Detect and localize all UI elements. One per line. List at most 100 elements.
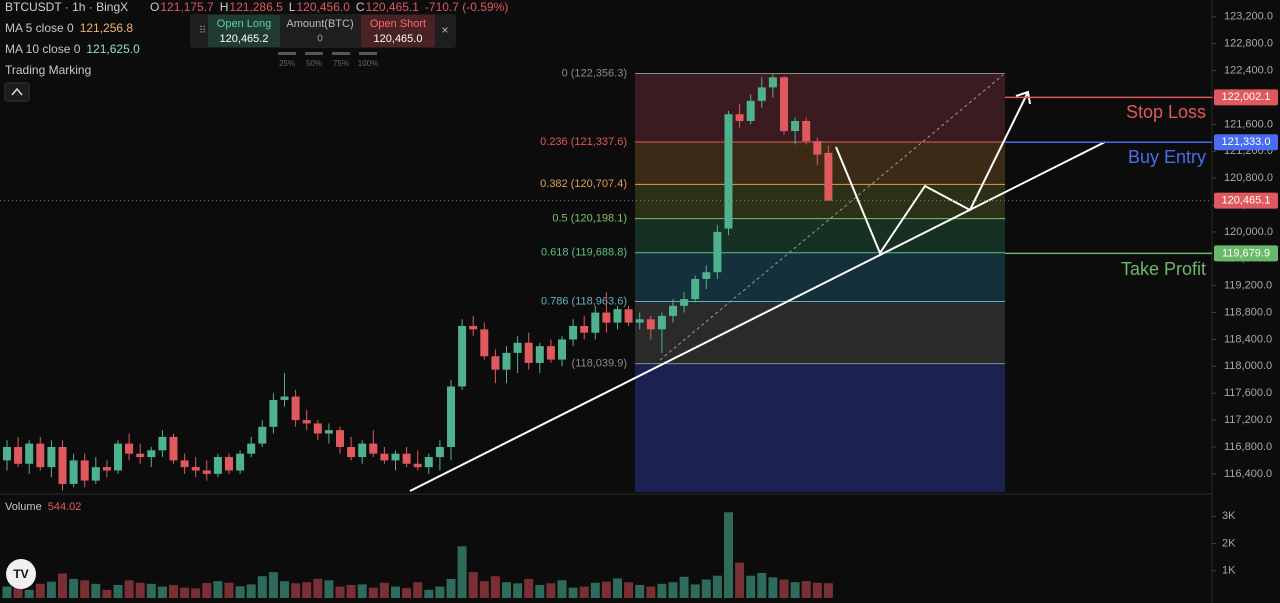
candle-body	[380, 453, 389, 461]
volume-bar	[746, 575, 756, 598]
price-annotation: Buy Entry	[1128, 147, 1206, 167]
fib-label: 0 (122,356.3)	[562, 67, 627, 79]
order-panel: ⠿ Open Long 120,465.2 Amount(BTC) 0 Open…	[190, 14, 456, 48]
y-tick-label: 117,200.0	[1224, 414, 1272, 426]
percent-bar[interactable]	[359, 52, 377, 55]
candle-body	[613, 309, 622, 323]
candle-body	[3, 446, 11, 461]
candle-body	[136, 453, 145, 458]
ohlc-value: 121,175.7	[160, 0, 214, 14]
candle-body	[713, 231, 722, 273]
candle-body	[702, 272, 711, 279]
volume-bar	[490, 576, 500, 598]
price-badge-label: 120,465.1	[1222, 195, 1271, 207]
volume-bar	[202, 583, 212, 598]
candle-body	[802, 120, 811, 142]
percent-bar[interactable]	[305, 52, 323, 55]
volume-bar	[468, 572, 478, 598]
volume-label: Volume	[5, 501, 42, 513]
volume-bar	[235, 586, 245, 598]
volume-bar	[479, 581, 489, 598]
volume-pane: 3K 2K 1K Volume 544.02	[2, 501, 1236, 598]
candle-body	[680, 299, 689, 306]
volume-bar	[368, 587, 378, 598]
candle-body	[158, 436, 167, 451]
volume-bar	[291, 583, 301, 598]
candle-body	[147, 450, 156, 458]
candle-body	[36, 443, 45, 468]
volume-bar	[801, 581, 811, 598]
candle-body	[513, 342, 522, 353]
volume-bar	[568, 587, 578, 598]
volume-bar	[413, 582, 423, 598]
volume-bar	[424, 589, 434, 598]
close-button[interactable]: ×	[441, 23, 448, 37]
tv-logo	[6, 559, 36, 589]
indicator-value: 121,256.8	[80, 21, 134, 35]
volume-bar	[35, 583, 45, 598]
volume-bar	[590, 582, 600, 598]
open-long-button[interactable]	[208, 15, 280, 47]
volume-bar	[402, 588, 412, 598]
fib-label: 0.382 (120,707.4)	[540, 178, 627, 190]
amount-input[interactable]: 0	[317, 34, 323, 45]
price-annotation: Stop Loss	[1126, 102, 1206, 122]
volume-bar	[46, 581, 56, 598]
ohlc-value: 121,286.5	[229, 0, 283, 14]
candle-body	[491, 356, 500, 370]
volume-bar	[679, 576, 689, 598]
y-tick-label: 118,800.0	[1224, 306, 1272, 318]
candle-body	[47, 446, 56, 468]
fib-label: 0.618 (119,688.8)	[541, 247, 627, 259]
volume-bar	[391, 586, 400, 598]
candle-body	[757, 87, 766, 101]
fib-label: 0.786 (118,963.6)	[541, 295, 627, 307]
candle-body	[280, 396, 289, 400]
percent-bar[interactable]	[278, 52, 296, 55]
candle-body	[635, 319, 644, 323]
ohlc-value: 120,456.0	[296, 0, 350, 14]
volume-bar	[157, 586, 167, 598]
volume-bar	[313, 578, 323, 598]
indicator-value: 121,625.0	[86, 42, 140, 56]
candle-body	[413, 463, 422, 468]
candle-body	[180, 460, 189, 468]
volume-bar	[324, 580, 334, 598]
volume-bar	[13, 587, 23, 598]
candle-body	[602, 312, 611, 323]
fib-band	[635, 301, 1005, 364]
candle-body	[213, 457, 222, 474]
volume-bar	[579, 586, 589, 598]
collapse-button[interactable]	[4, 82, 30, 102]
open-long-label: Open Long	[217, 18, 271, 30]
percent-bar[interactable]	[332, 52, 350, 55]
ohlc-key: H	[220, 0, 229, 14]
tv-logo-mark: TV	[13, 567, 28, 581]
candle-body	[358, 443, 367, 458]
fib-band	[635, 363, 1005, 492]
candle-body	[735, 114, 744, 121]
volume-bar	[601, 581, 611, 598]
candle-body	[524, 342, 533, 363]
candle-body	[336, 430, 344, 447]
volume-bar	[513, 583, 523, 598]
volume-bar	[180, 587, 190, 598]
volume-bar	[646, 586, 656, 598]
y-tick-label: 119,200.0	[1224, 280, 1272, 292]
open-short-button[interactable]	[361, 15, 435, 47]
candles	[3, 73, 833, 491]
fib-label: (118,039.9)	[572, 358, 627, 370]
candle-body	[258, 426, 267, 444]
candle-body	[813, 141, 822, 155]
percent-label: 75%	[333, 59, 349, 68]
volume-bar	[2, 586, 12, 598]
ohlc-key: C	[356, 0, 365, 14]
open-short-label: Open Short	[370, 18, 426, 30]
y-tick-label: 123,200.0	[1224, 11, 1273, 23]
volume-bar	[191, 588, 201, 598]
price-badge	[1214, 245, 1278, 262]
volume-bar	[524, 578, 534, 598]
symbol: BTCUSDT · 1h · BingX	[5, 0, 128, 14]
candle-body	[169, 436, 178, 461]
y-tick-label: 120,800.0	[1224, 172, 1273, 184]
